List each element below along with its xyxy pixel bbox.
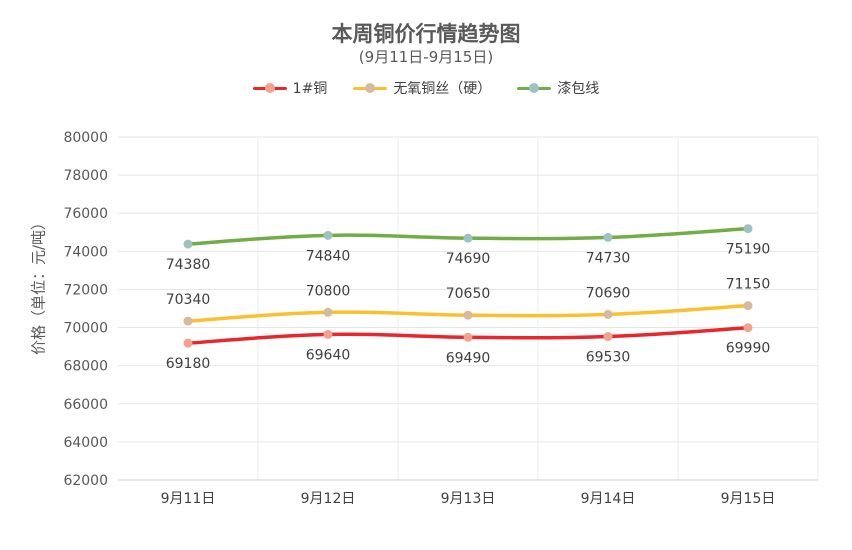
x-tick-label: 9月12日 xyxy=(301,491,356,507)
x-tick-label: 9月11日 xyxy=(161,491,216,507)
x-tick-label: 9月15日 xyxy=(721,491,776,507)
chart-title: 本周铜价行情趋势图 xyxy=(331,22,521,46)
y-tick-label: 80000 xyxy=(63,130,108,146)
data-label: 74380 xyxy=(166,257,211,273)
y-tick-label: 64000 xyxy=(63,435,108,451)
data-label: 70340 xyxy=(166,292,211,308)
legend-label-oxygen-free-wire: 无氧铜丝（硬） xyxy=(393,81,492,97)
legend-swatch-oxygen-free-wire xyxy=(353,82,388,94)
legend-swatch-copper xyxy=(252,82,287,94)
legend: 1#铜 无氧铜丝（硬） 漆包线 xyxy=(0,78,852,98)
y-tick-label: 78000 xyxy=(63,168,108,184)
x-tick-label: 9月14日 xyxy=(581,491,636,507)
y-tick-label: 76000 xyxy=(63,206,108,222)
legend-item-copper[interactable]: 1#铜 xyxy=(252,78,328,98)
legend-swatch-enameled-wire xyxy=(517,82,552,94)
data-label: 69530 xyxy=(586,350,631,366)
data-point xyxy=(603,332,613,342)
chart-subtitle: (9月11日-9月15日) xyxy=(358,48,494,66)
data-point xyxy=(603,232,613,242)
data-point xyxy=(743,224,753,234)
data-label: 74730 xyxy=(586,250,631,266)
legend-item-oxygen-free-wire[interactable]: 无氧铜丝（硬） xyxy=(353,78,491,98)
data-label: 74690 xyxy=(446,251,491,267)
data-point xyxy=(463,310,473,320)
data-point xyxy=(323,329,333,339)
data-label: 75190 xyxy=(726,242,771,258)
data-point xyxy=(183,316,193,326)
y-tick-label: 70000 xyxy=(63,321,108,337)
data-point xyxy=(323,230,333,240)
y-tick-label: 74000 xyxy=(63,244,108,260)
data-label: 69640 xyxy=(306,347,351,363)
data-point xyxy=(463,332,473,342)
y-tick-label: 72000 xyxy=(63,282,108,298)
y-tick-label: 62000 xyxy=(63,473,108,489)
data-point xyxy=(743,323,753,333)
y-tick-label: 68000 xyxy=(63,359,108,375)
data-point xyxy=(323,307,333,317)
legend-item-enameled-wire[interactable]: 漆包线 xyxy=(517,78,599,98)
data-label: 69490 xyxy=(446,350,491,366)
x-tick-label: 9月13日 xyxy=(441,491,496,507)
data-point xyxy=(183,338,193,348)
data-point xyxy=(603,309,613,319)
data-label: 74840 xyxy=(306,248,351,264)
data-label: 71150 xyxy=(726,277,771,293)
data-point xyxy=(183,239,193,249)
data-label: 69180 xyxy=(166,356,211,372)
legend-label-enameled-wire: 漆包线 xyxy=(557,81,600,97)
y-tick-label: 66000 xyxy=(63,397,108,413)
data-label: 70650 xyxy=(446,286,491,302)
data-label: 70690 xyxy=(586,285,631,301)
data-label: 69990 xyxy=(726,341,771,357)
data-label: 70800 xyxy=(306,283,351,299)
data-point xyxy=(743,301,753,311)
legend-label-copper: 1#铜 xyxy=(292,81,328,97)
data-point xyxy=(463,233,473,243)
